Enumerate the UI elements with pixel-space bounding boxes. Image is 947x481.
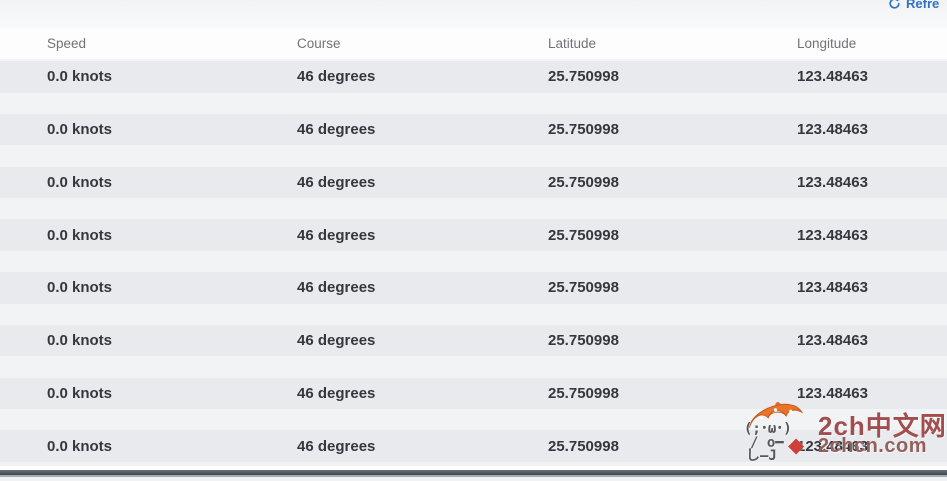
cell-speed: 0.0 knots xyxy=(47,121,113,138)
refresh-icon xyxy=(889,0,900,9)
column-header-longitude: Longitude xyxy=(797,36,857,51)
table-row-band: 0.0 knots 46 degrees 25.750998 123.48463 xyxy=(0,430,947,462)
cell-longitude: 123.48463 xyxy=(797,226,868,244)
cell-speed: 0.0 knots xyxy=(47,279,113,297)
cell-speed: 0.0 knots xyxy=(47,384,113,402)
table-row: 0.0 knots 46 degrees 25.750998 123.48463 xyxy=(0,59,947,112)
table-body: 0.0 knots 46 degrees 25.750998 123.48463… xyxy=(0,59,947,462)
table-row: 0.0 knots 46 degrees 25.750998 123.48463 xyxy=(0,217,947,270)
cell-longitude: 123.48463 xyxy=(797,173,868,191)
cell-speed: 0.0 knots xyxy=(47,437,113,455)
table-row-band: 0.0 knots 46 degrees 25.750998 123.48463 xyxy=(0,324,947,357)
table-row: 0.0 knots 46 degrees 25.750998 123.48463 xyxy=(0,428,947,481)
cell-latitude: 25.750998 xyxy=(548,332,619,349)
column-header-course: Course xyxy=(297,36,341,51)
table-row: 0.0 knots 46 degrees 25.750998 123.48463 xyxy=(0,112,947,165)
cell-course: 46 degrees xyxy=(297,384,376,402)
cell-latitude: 25.750998 xyxy=(548,173,619,191)
cell-speed: 0.0 knots xyxy=(47,68,113,86)
cell-course: 46 degrees xyxy=(297,68,376,86)
cell-longitude: 123.48463 xyxy=(797,279,868,297)
cell-latitude: 25.750998 xyxy=(548,279,619,297)
cell-longitude: 123.48463 xyxy=(797,332,868,349)
cell-speed: 0.0 knots xyxy=(47,226,113,244)
cell-course: 46 degrees xyxy=(297,121,376,138)
refresh-button[interactable]: Refresh xyxy=(888,0,940,14)
cell-course: 46 degrees xyxy=(297,279,376,297)
column-header-speed: Speed xyxy=(47,36,87,51)
table-row-band: 0.0 knots 46 degrees 25.750998 123.48463 xyxy=(0,272,947,304)
bottom-light-strip xyxy=(0,466,947,470)
column-header-latitude: Latitude xyxy=(548,36,597,51)
cell-speed: 0.0 knots xyxy=(47,173,113,191)
cell-course: 46 degrees xyxy=(297,332,376,349)
cell-latitude: 25.750998 xyxy=(548,437,619,455)
table-header: Speed Course Latitude Longitude xyxy=(0,28,947,59)
table-row: 0.0 knots 46 degrees 25.750998 123.48463 xyxy=(0,165,947,218)
cell-course: 46 degrees xyxy=(297,437,376,455)
cell-course: 46 degrees xyxy=(297,173,376,191)
table-row-band: 0.0 knots 46 degrees 25.750998 123.48463 xyxy=(0,166,947,198)
table-row: 0.0 knots 46 degrees 25.750998 123.48463 xyxy=(0,376,947,429)
table-row-band: 0.0 knots 46 degrees 25.750998 123.48463 xyxy=(0,219,947,251)
bottom-edge-strip xyxy=(0,475,947,477)
table-row: 0.0 knots 46 degrees 25.750998 123.48463 xyxy=(0,270,947,323)
cell-longitude: 123.48463 xyxy=(797,68,868,86)
table-row: 0.0 knots 46 degrees 25.750998 123.48463 xyxy=(0,323,947,376)
table-row-band: 0.0 knots 46 degrees 25.750998 123.48463 xyxy=(0,113,947,146)
cell-longitude: 123.48463 xyxy=(797,121,868,138)
top-toolbar: Refresh xyxy=(0,0,947,28)
table-row-band: 0.0 knots 46 degrees 25.750998 123.48463 xyxy=(0,377,947,409)
cell-longitude: 123.48463 xyxy=(797,437,868,455)
cell-course: 46 degrees xyxy=(297,226,376,244)
cell-speed: 0.0 knots xyxy=(47,332,113,349)
cell-latitude: 25.750998 xyxy=(548,384,619,402)
cell-latitude: 25.750998 xyxy=(548,68,619,86)
table-row-band: 0.0 knots 46 degrees 25.750998 123.48463 xyxy=(0,61,947,93)
bottom-dark-bar xyxy=(0,470,947,475)
refresh-label: Refresh xyxy=(906,0,940,11)
cell-latitude: 25.750998 xyxy=(548,121,619,138)
cell-longitude: 123.48463 xyxy=(797,384,868,402)
cell-latitude: 25.750998 xyxy=(548,226,619,244)
